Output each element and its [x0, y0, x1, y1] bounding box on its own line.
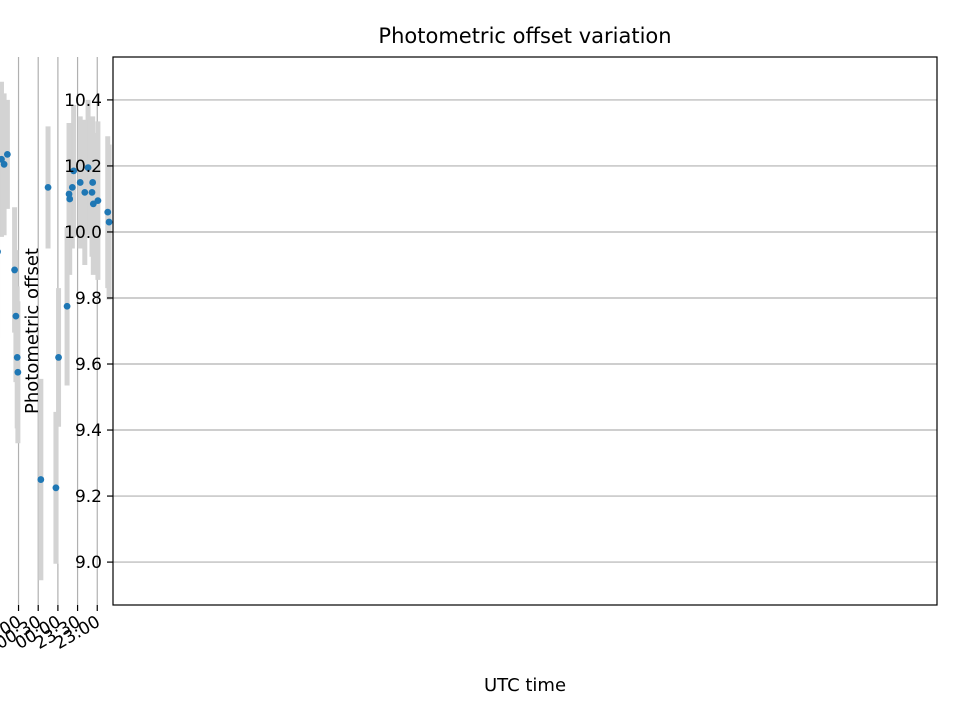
data-point [84, 164, 92, 171]
data-points [0, 150, 113, 492]
y-tick-label: 10.2 [64, 157, 102, 177]
data-point [52, 484, 60, 492]
data-point [88, 188, 96, 196]
data-point [104, 208, 112, 216]
data-point [0, 249, 1, 255]
y-tick-label: 10.4 [64, 91, 102, 111]
y-tick-label: 9.8 [75, 289, 102, 309]
data-point [0, 155, 5, 163]
data-point [44, 183, 52, 191]
data-point [12, 312, 20, 320]
data-point [81, 188, 89, 196]
chart-title: Photometric offset variation [378, 24, 671, 48]
data-point [65, 190, 73, 198]
data-point [70, 167, 78, 175]
data-point [105, 218, 113, 226]
data-point [11, 266, 18, 274]
y-tick-label: 9.0 [75, 553, 102, 573]
plot-frame [112, 56, 938, 606]
y-tick-label: 9.6 [75, 355, 102, 375]
data-point [55, 354, 62, 361]
data-point [89, 179, 97, 186]
data-point [13, 354, 21, 361]
y-tick-label: 9.2 [75, 487, 102, 507]
y-axis-ticks: 9.0 9.2 9.4 9.6 9.8 10.0 10.2 10.4 [64, 91, 113, 573]
data-point [3, 150, 11, 158]
data-point [68, 183, 76, 191]
data-point [63, 302, 71, 310]
data-point [37, 476, 45, 483]
data-point [76, 179, 84, 186]
data-point [14, 368, 22, 376]
y-axis-label: Photometric offset [22, 248, 43, 414]
y-tick-label: 10.0 [64, 223, 102, 243]
data-point [89, 200, 97, 208]
grid [17, 57, 937, 605]
x-axis-label: UTC time [484, 675, 566, 696]
data-point [66, 195, 74, 203]
y-tick-label: 9.4 [75, 421, 102, 441]
